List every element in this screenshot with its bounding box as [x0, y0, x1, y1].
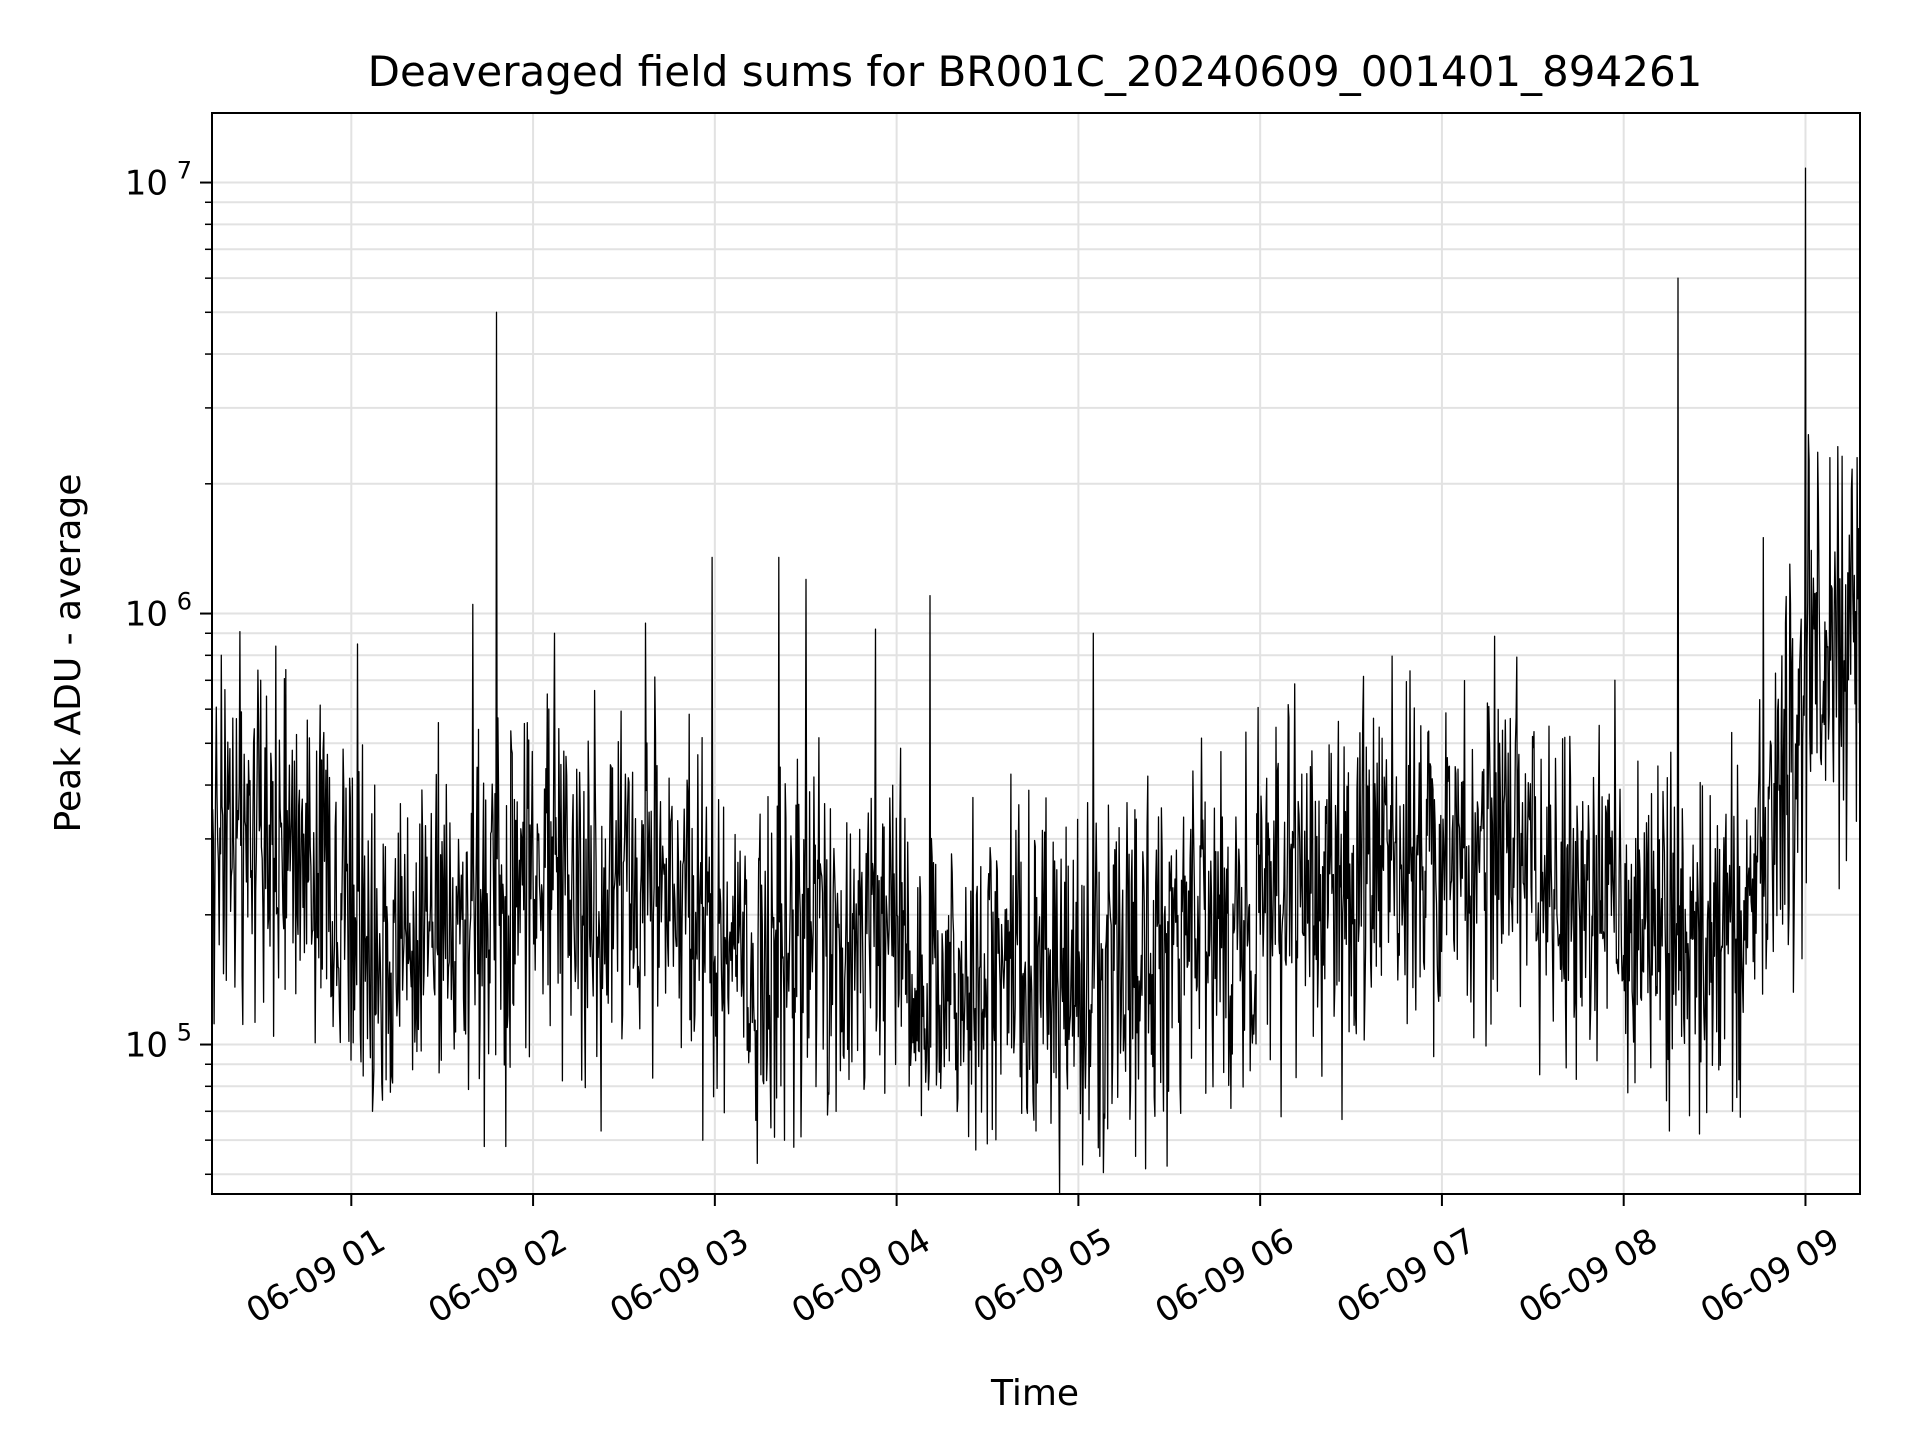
- y-tick-exponent: 5: [177, 1019, 192, 1047]
- plot-frame: [211, 112, 1861, 1195]
- y-axis-label: Peak ADU - average: [48, 474, 89, 833]
- y-tick-exponent: 7: [177, 157, 192, 185]
- y-tick-label: 10: [125, 595, 168, 635]
- x-axis-label: Time: [990, 1373, 1079, 1414]
- y-tick-label: 10: [125, 1026, 168, 1066]
- series-line: [211, 167, 1861, 1195]
- y-tick-exponent: 6: [177, 588, 192, 616]
- y-tick-label: 10: [125, 164, 168, 204]
- chart-title: Deaveraged field sums for BR001C_2024060…: [368, 47, 1703, 96]
- data-series: [211, 167, 1861, 1195]
